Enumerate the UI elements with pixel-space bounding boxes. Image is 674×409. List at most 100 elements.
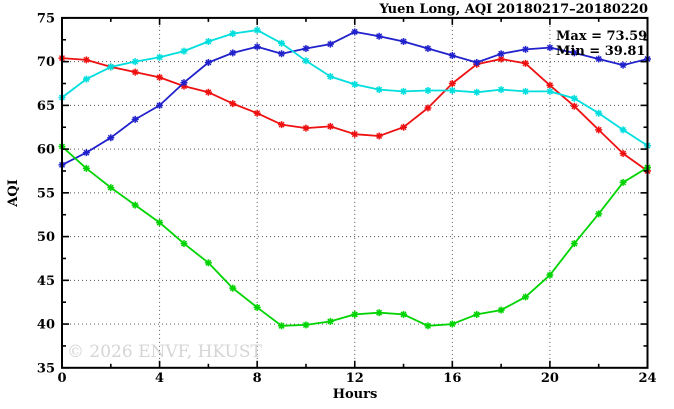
data-point-marker	[619, 126, 627, 134]
data-point-marker	[253, 26, 261, 34]
data-point-marker	[400, 310, 408, 318]
data-point-marker	[156, 219, 164, 227]
data-point-marker	[180, 240, 188, 248]
data-point-marker	[180, 79, 188, 87]
data-point-marker	[473, 88, 481, 96]
data-point-marker	[619, 149, 627, 157]
data-point-marker	[546, 87, 554, 95]
data-point-marker	[302, 124, 310, 132]
data-point-marker	[497, 86, 505, 94]
data-point-marker	[424, 45, 432, 53]
data-point-marker	[595, 126, 603, 134]
chart-title: Yuen Long, AQI 20180217–20180220	[379, 2, 649, 17]
data-point-marker	[546, 44, 554, 52]
data-point-marker	[497, 306, 505, 314]
data-point-marker	[570, 94, 578, 102]
data-point-marker	[619, 61, 627, 69]
data-point-marker	[448, 320, 456, 328]
y-tick-label: 70	[37, 55, 55, 70]
data-point-marker	[595, 55, 603, 63]
x-tick-label: 8	[253, 371, 262, 386]
data-point-marker	[448, 80, 456, 88]
data-point-marker	[570, 240, 578, 248]
data-point-marker	[326, 73, 334, 81]
y-tick-label: 65	[37, 99, 55, 114]
x-tick-label: 24	[638, 371, 656, 386]
data-point-marker	[302, 321, 310, 329]
data-point-marker	[400, 123, 408, 131]
data-point-marker	[351, 310, 359, 318]
data-point-marker	[546, 271, 554, 279]
data-point-marker	[278, 50, 286, 58]
x-axis-label: Hours	[333, 387, 378, 402]
data-point-marker	[107, 134, 115, 142]
data-point-marker	[82, 164, 90, 172]
data-point-marker	[278, 322, 286, 330]
data-point-marker	[497, 50, 505, 58]
x-tick-label: 16	[443, 371, 461, 386]
data-point-marker	[107, 184, 115, 192]
series-blue	[58, 28, 651, 169]
data-point-marker	[375, 132, 383, 140]
data-point-marker	[522, 87, 530, 95]
data-point-marker	[229, 284, 237, 292]
max-annotation: Max = 73.59	[556, 29, 647, 44]
data-point-marker	[278, 121, 286, 129]
data-point-marker	[424, 322, 432, 330]
y-tick-label: 50	[37, 230, 55, 245]
data-point-marker	[229, 100, 237, 108]
data-point-marker	[131, 58, 139, 66]
data-point-marker	[131, 68, 139, 76]
data-point-marker	[570, 102, 578, 110]
data-point-marker	[204, 59, 212, 67]
data-point-marker	[351, 28, 359, 36]
data-point-marker	[326, 40, 334, 48]
data-point-marker	[204, 38, 212, 46]
data-point-marker	[570, 49, 578, 57]
data-point-marker	[400, 38, 408, 46]
data-point-marker	[131, 115, 139, 123]
data-series-layer	[58, 26, 651, 330]
data-point-marker	[253, 303, 261, 311]
data-point-marker	[131, 201, 139, 209]
x-tick-label: 0	[57, 371, 66, 386]
y-tick-label: 40	[37, 318, 55, 333]
data-point-marker	[278, 39, 286, 47]
data-point-marker	[400, 87, 408, 95]
data-point-marker	[546, 81, 554, 89]
data-point-marker	[326, 317, 334, 325]
data-point-marker	[375, 86, 383, 94]
data-point-marker	[595, 109, 603, 117]
x-tick-label: 4	[155, 371, 164, 386]
y-tick-label: 60	[37, 143, 55, 158]
data-point-marker	[473, 59, 481, 67]
series-cyan	[58, 26, 651, 150]
data-point-marker	[253, 109, 261, 117]
data-point-marker	[82, 56, 90, 64]
data-point-marker	[156, 53, 164, 61]
gridlines-layer	[62, 17, 648, 368]
data-point-marker	[82, 75, 90, 83]
data-point-marker	[229, 30, 237, 38]
axes-ticks-layer: 0 4 8 12 16 20 24 35 40 45 50 55 60 65 70 75	[37, 11, 657, 385]
data-point-marker	[473, 310, 481, 318]
y-axis-label: AQI	[6, 179, 21, 208]
data-point-marker	[302, 57, 310, 65]
data-point-marker	[204, 259, 212, 267]
data-point-marker	[375, 32, 383, 40]
y-tick-label: 55	[37, 186, 55, 201]
watermark: © 2026 ENVF, HKUST	[67, 342, 262, 362]
data-point-marker	[204, 88, 212, 96]
data-point-marker	[302, 45, 310, 53]
data-point-marker	[522, 45, 530, 53]
data-point-marker	[375, 309, 383, 317]
data-point-marker	[253, 43, 261, 51]
x-tick-label: 20	[541, 371, 559, 386]
data-point-marker	[424, 104, 432, 112]
data-point-marker	[522, 59, 530, 67]
y-tick-label: 45	[37, 274, 55, 289]
y-tick-label: 75	[37, 11, 55, 26]
data-point-marker	[448, 87, 456, 95]
